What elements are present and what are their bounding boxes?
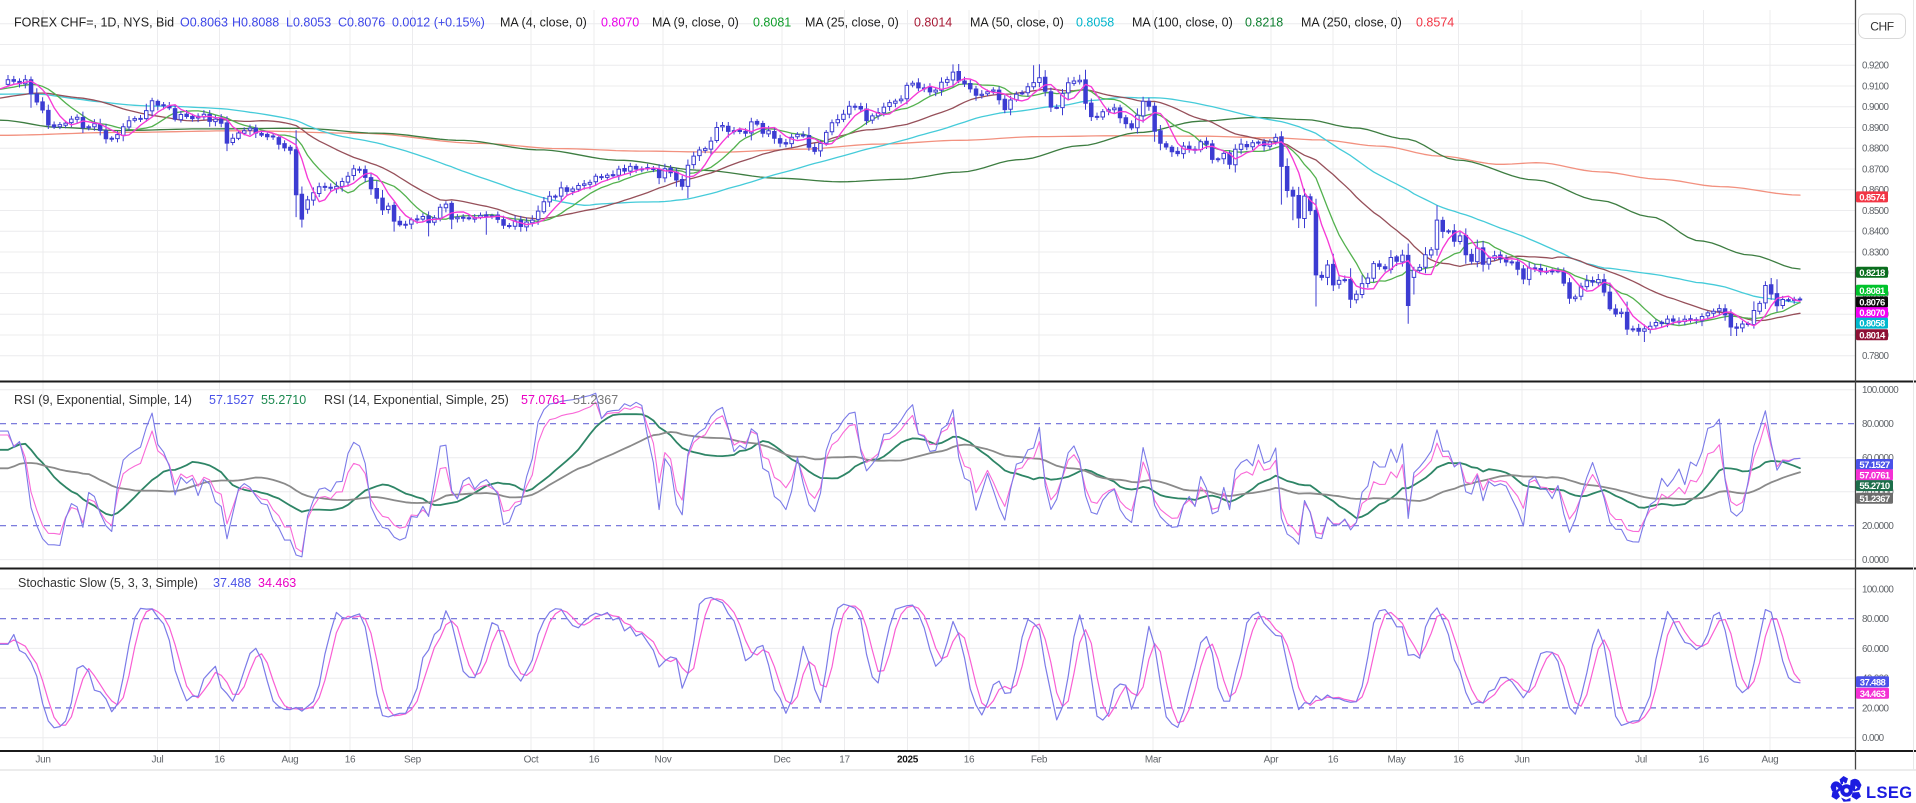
svg-text:Jul: Jul bbox=[152, 755, 164, 766]
svg-text:Aug: Aug bbox=[282, 755, 299, 766]
svg-text:Aug: Aug bbox=[1762, 755, 1779, 766]
svg-text:0.8058: 0.8058 bbox=[1859, 319, 1885, 330]
svg-text:55.2710: 55.2710 bbox=[1859, 481, 1889, 492]
svg-text:Dec: Dec bbox=[774, 755, 791, 766]
svg-text:Apr: Apr bbox=[1264, 755, 1280, 766]
svg-text:40.0000: 40.0000 bbox=[1862, 487, 1894, 498]
svg-text:100.000: 100.000 bbox=[1862, 584, 1894, 595]
svg-text:MA (4, close, 0): MA (4, close, 0) bbox=[500, 16, 587, 30]
svg-text:H0.8088: H0.8088 bbox=[232, 16, 279, 30]
svg-text:0.8300: 0.8300 bbox=[1862, 247, 1890, 258]
svg-text:51.2367: 51.2367 bbox=[1859, 494, 1889, 505]
svg-text:60.0000: 60.0000 bbox=[1862, 453, 1894, 464]
svg-text:0.8600: 0.8600 bbox=[1862, 185, 1890, 196]
svg-text:0.9100: 0.9100 bbox=[1862, 81, 1890, 92]
svg-text:0.8574: 0.8574 bbox=[1416, 16, 1454, 30]
svg-text:0.8014: 0.8014 bbox=[1859, 330, 1886, 341]
svg-text:0.8058: 0.8058 bbox=[1076, 16, 1114, 30]
svg-text:34.463: 34.463 bbox=[258, 576, 296, 590]
svg-text:Mar: Mar bbox=[1145, 755, 1162, 766]
svg-text:0.8574: 0.8574 bbox=[1859, 193, 1886, 204]
svg-text:Jun: Jun bbox=[1514, 755, 1529, 766]
svg-text:0.8014: 0.8014 bbox=[914, 16, 952, 30]
svg-text:0.9000: 0.9000 bbox=[1862, 102, 1890, 113]
svg-text:MA (25, close, 0): MA (25, close, 0) bbox=[805, 16, 899, 30]
svg-text:37.488: 37.488 bbox=[1860, 677, 1886, 688]
svg-text:20.0000: 20.0000 bbox=[1862, 521, 1894, 532]
svg-text:C0.8076: C0.8076 bbox=[338, 16, 385, 30]
svg-text:16: 16 bbox=[589, 755, 600, 766]
svg-text:16: 16 bbox=[1698, 755, 1709, 766]
svg-text:0.7800: 0.7800 bbox=[1862, 351, 1890, 362]
svg-text:16: 16 bbox=[345, 755, 356, 766]
svg-text:Feb: Feb bbox=[1031, 755, 1048, 766]
svg-text:16: 16 bbox=[1328, 755, 1339, 766]
svg-text:0.8218: 0.8218 bbox=[1859, 268, 1885, 279]
svg-text:0.8800: 0.8800 bbox=[1862, 144, 1890, 155]
svg-text:0.8070: 0.8070 bbox=[1859, 308, 1885, 319]
svg-text:MA (50, close, 0): MA (50, close, 0) bbox=[970, 16, 1064, 30]
svg-text:2025: 2025 bbox=[897, 755, 919, 766]
svg-text:Stochastic Slow (5, 3, 3, Simp: Stochastic Slow (5, 3, 3, Simple) bbox=[18, 576, 198, 590]
svg-text:80.000: 80.000 bbox=[1862, 614, 1890, 625]
svg-text:Nov: Nov bbox=[655, 755, 672, 766]
svg-text:57.0761: 57.0761 bbox=[521, 393, 566, 407]
svg-text:20.000: 20.000 bbox=[1862, 703, 1890, 714]
svg-text:Sep: Sep bbox=[404, 755, 422, 766]
svg-text:100.0000: 100.0000 bbox=[1862, 385, 1899, 396]
svg-text:CHF: CHF bbox=[1870, 20, 1894, 34]
svg-text:0.8400: 0.8400 bbox=[1862, 227, 1890, 238]
svg-text:55.2710: 55.2710 bbox=[261, 393, 306, 407]
svg-text:0.8081: 0.8081 bbox=[753, 16, 791, 30]
svg-text:57.1527: 57.1527 bbox=[209, 393, 254, 407]
svg-text:O0.8063: O0.8063 bbox=[180, 16, 228, 30]
svg-text:34.463: 34.463 bbox=[1860, 689, 1886, 700]
svg-text:0.8218: 0.8218 bbox=[1245, 16, 1283, 30]
svg-text:LSEG: LSEG bbox=[1866, 784, 1913, 802]
svg-text:May: May bbox=[1388, 755, 1406, 766]
svg-text:0.8500: 0.8500 bbox=[1862, 206, 1890, 217]
svg-text:57.1527: 57.1527 bbox=[1859, 460, 1889, 471]
svg-text:0.9200: 0.9200 bbox=[1862, 61, 1890, 72]
svg-text:16: 16 bbox=[964, 755, 975, 766]
svg-text:80.0000: 80.0000 bbox=[1862, 419, 1894, 430]
svg-text:MA (100, close, 0): MA (100, close, 0) bbox=[1132, 16, 1233, 30]
svg-text:MA (250, close, 0): MA (250, close, 0) bbox=[1301, 16, 1402, 30]
svg-text:FOREX CHF=, 1D, NYS, Bid: FOREX CHF=, 1D, NYS, Bid bbox=[14, 16, 174, 30]
svg-text:Oct: Oct bbox=[524, 755, 539, 766]
svg-text:MA (9, close, 0): MA (9, close, 0) bbox=[652, 16, 739, 30]
svg-text:0.8070: 0.8070 bbox=[601, 16, 639, 30]
svg-text:Jun: Jun bbox=[35, 755, 50, 766]
svg-text:0.8900: 0.8900 bbox=[1862, 123, 1890, 134]
svg-text:RSI (9, Exponential, Simple, 1: RSI (9, Exponential, Simple, 14) bbox=[14, 393, 192, 407]
svg-text:60.000: 60.000 bbox=[1862, 644, 1890, 655]
svg-text:0.8076: 0.8076 bbox=[1859, 298, 1885, 309]
svg-text:L0.8053: L0.8053 bbox=[286, 16, 331, 30]
svg-text:16: 16 bbox=[1453, 755, 1464, 766]
svg-text:37.488: 37.488 bbox=[213, 576, 251, 590]
svg-text:0.0012 (+0.15%): 0.0012 (+0.15%) bbox=[392, 16, 485, 30]
svg-text:0.0000: 0.0000 bbox=[1862, 555, 1890, 566]
svg-text:16: 16 bbox=[214, 755, 225, 766]
svg-text:0.000: 0.000 bbox=[1862, 733, 1885, 744]
svg-text:RSI (14, Exponential, Simple,: RSI (14, Exponential, Simple, 25) bbox=[324, 393, 509, 407]
svg-text:0.8700: 0.8700 bbox=[1862, 164, 1890, 175]
svg-text:17: 17 bbox=[839, 755, 850, 766]
svg-text:0.8081: 0.8081 bbox=[1859, 286, 1886, 297]
svg-text:Jul: Jul bbox=[1635, 755, 1647, 766]
svg-text:57.0761: 57.0761 bbox=[1859, 470, 1890, 481]
svg-text:51.2367: 51.2367 bbox=[573, 393, 618, 407]
